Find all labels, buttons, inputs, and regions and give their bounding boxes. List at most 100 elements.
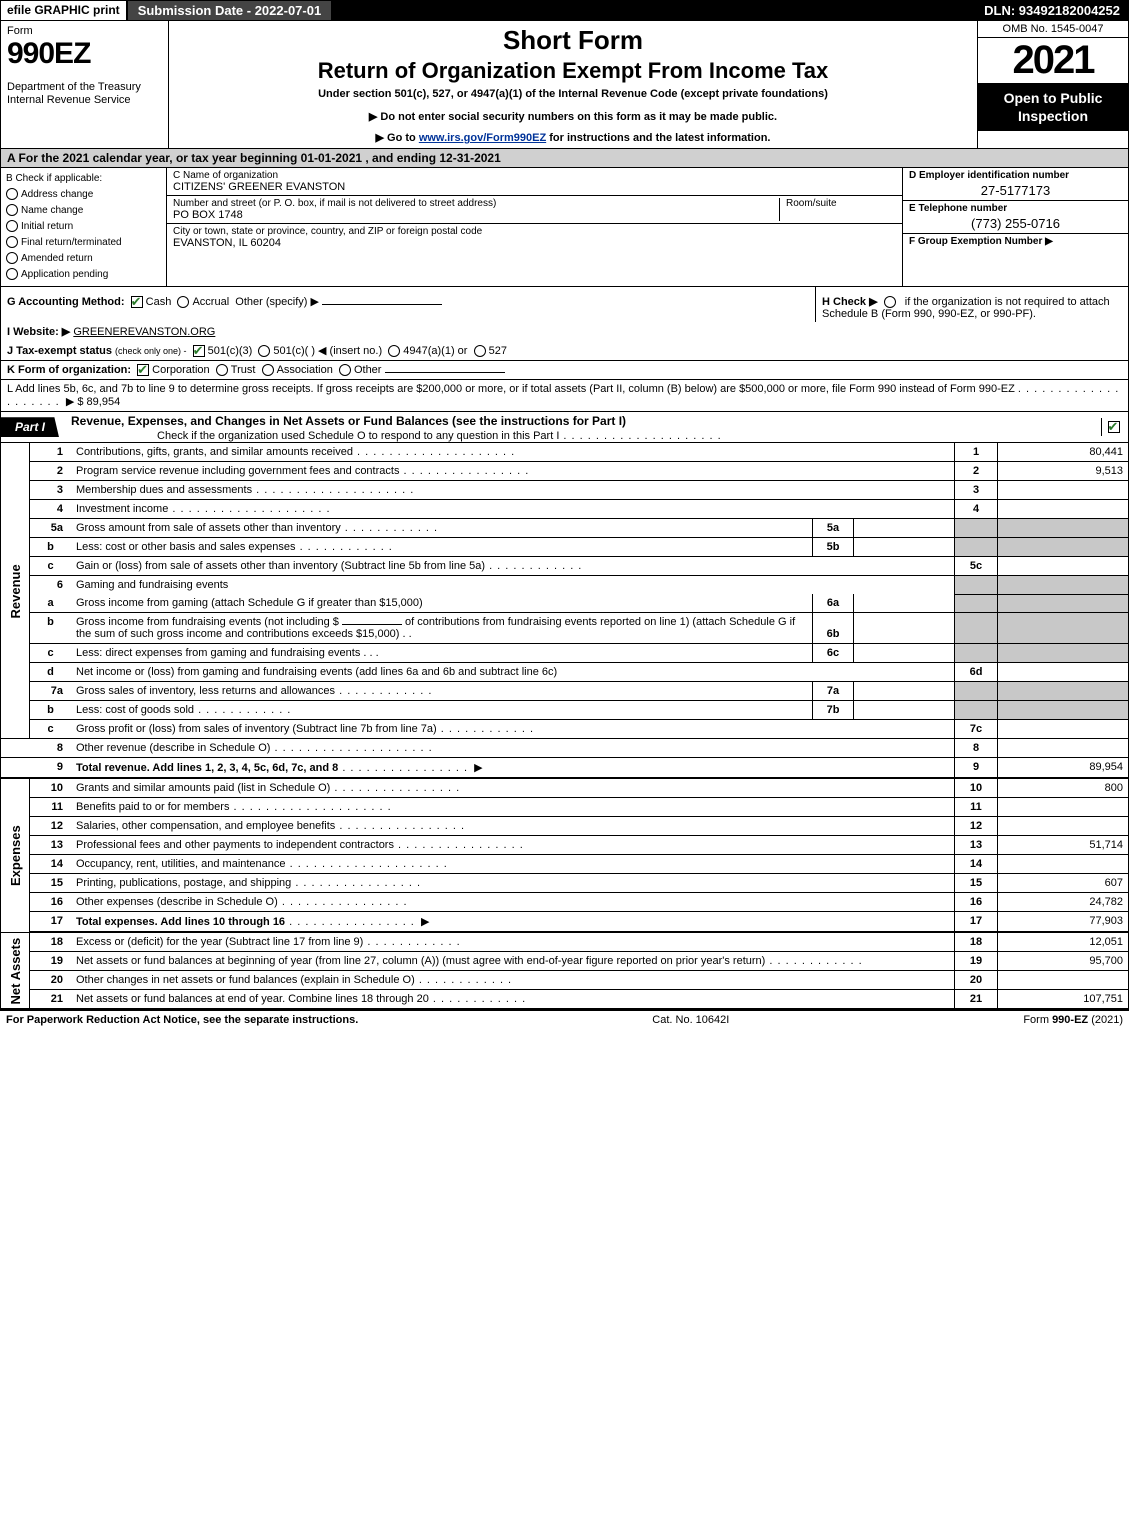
desc-2: Program service revenue including govern… bbox=[71, 462, 955, 481]
chk-corporation[interactable] bbox=[137, 364, 149, 376]
mv-6a bbox=[854, 594, 955, 613]
6b-amount-input[interactable] bbox=[342, 624, 402, 625]
col-6-grey bbox=[955, 576, 998, 595]
mv-7a bbox=[854, 682, 955, 701]
footer-cat: Cat. No. 10642I bbox=[652, 1014, 729, 1026]
val-6c-grey bbox=[998, 644, 1129, 663]
val-9: 89,954 bbox=[998, 758, 1129, 779]
ln-9: 9 bbox=[30, 758, 72, 779]
g-other-input[interactable] bbox=[322, 304, 442, 305]
chk-final-return[interactable]: Final return/terminated bbox=[6, 235, 161, 251]
chk-501c3[interactable] bbox=[193, 345, 205, 357]
under-section: Under section 501(c), 527, or 4947(a)(1)… bbox=[177, 88, 969, 100]
chk-accrual[interactable] bbox=[177, 296, 189, 308]
col-8: 8 bbox=[955, 739, 998, 758]
col-c-org-info: C Name of organization CITIZENS' GREENER… bbox=[167, 168, 903, 286]
k-other-input[interactable] bbox=[385, 372, 505, 373]
page-footer: For Paperwork Reduction Act Notice, see … bbox=[0, 1009, 1129, 1029]
submission-date: Submission Date - 2022-07-01 bbox=[128, 1, 334, 20]
desc-7c: Gross profit or (loss) from sales of inv… bbox=[71, 720, 955, 739]
desc-21: Net assets or fund balances at end of ye… bbox=[71, 990, 955, 1009]
chk-other-org[interactable] bbox=[339, 364, 351, 376]
part-1-title: Revenue, Expenses, and Changes in Net As… bbox=[67, 412, 1101, 430]
e-tel-value: (773) 255-0716 bbox=[909, 214, 1122, 231]
ln-16: 16 bbox=[30, 893, 72, 912]
desc-4: Investment income bbox=[71, 500, 955, 519]
i-label: I Website: ▶ bbox=[7, 326, 70, 338]
chk-trust[interactable] bbox=[216, 364, 228, 376]
chk-cash[interactable] bbox=[131, 296, 143, 308]
col-4: 4 bbox=[955, 500, 998, 519]
c-name-block: C Name of organization CITIZENS' GREENER… bbox=[167, 168, 902, 196]
c-city-label: City or town, state or province, country… bbox=[173, 226, 896, 237]
val-13: 51,714 bbox=[998, 836, 1129, 855]
revenue-side-label: Revenue bbox=[1, 443, 30, 739]
chk-initial-return[interactable]: Initial return bbox=[6, 219, 161, 235]
val-6d bbox=[998, 663, 1129, 682]
val-7c bbox=[998, 720, 1129, 739]
val-1: 80,441 bbox=[998, 443, 1129, 462]
chk-name-change[interactable]: Name change bbox=[6, 203, 161, 219]
val-17: 77,903 bbox=[998, 912, 1129, 933]
desc-5c: Gain or (loss) from sale of assets other… bbox=[71, 557, 955, 576]
val-19: 95,700 bbox=[998, 952, 1129, 971]
col-b-checkboxes: B Check if applicable: Address change Na… bbox=[1, 168, 167, 286]
form-number: 990EZ bbox=[7, 37, 162, 71]
part-1-checkbox[interactable] bbox=[1101, 418, 1128, 436]
val-5a-grey bbox=[998, 519, 1129, 538]
part-1-header: Part I Revenue, Expenses, and Changes in… bbox=[0, 412, 1129, 443]
l-text: L Add lines 5b, 6c, and 7b to line 9 to … bbox=[7, 383, 1015, 395]
goto-line: ▶ Go to www.irs.gov/Form990EZ for instru… bbox=[177, 131, 969, 144]
website-link[interactable]: GREENEREVANSTON.ORG bbox=[73, 326, 215, 338]
efile-label[interactable]: efile GRAPHIC print bbox=[1, 1, 128, 20]
desc-1: Contributions, gifts, grants, and simila… bbox=[71, 443, 955, 462]
c-city-block: City or town, state or province, country… bbox=[167, 224, 902, 251]
chk-application-pending[interactable]: Application pending bbox=[6, 267, 161, 283]
val-5b-grey bbox=[998, 538, 1129, 557]
g-label: G Accounting Method: bbox=[7, 296, 125, 308]
ln-7b: b bbox=[30, 701, 72, 720]
desc-11: Benefits paid to or for members bbox=[71, 798, 955, 817]
goto-link[interactable]: www.irs.gov/Form990EZ bbox=[419, 132, 546, 144]
goto-pre: ▶ Go to bbox=[376, 132, 419, 144]
do-not-enter: ▶ Do not enter social security numbers o… bbox=[177, 110, 969, 123]
val-11 bbox=[998, 798, 1129, 817]
mc-5b: 5b bbox=[813, 538, 854, 557]
chk-schedule-b[interactable] bbox=[884, 296, 896, 308]
header-right: OMB No. 1545-0047 2021 Open to Public In… bbox=[978, 21, 1128, 148]
h-label: H Check ▶ bbox=[822, 296, 878, 308]
e-tel-label: E Telephone number bbox=[909, 203, 1122, 214]
ln-12: 12 bbox=[30, 817, 72, 836]
chk-4947a1[interactable] bbox=[388, 345, 400, 357]
val-15: 607 bbox=[998, 874, 1129, 893]
c-addr-label: Number and street (or P. O. box, if mail… bbox=[173, 198, 773, 209]
ln-6d: d bbox=[30, 663, 72, 682]
c-room-label: Room/suite bbox=[786, 198, 896, 209]
chk-527[interactable] bbox=[474, 345, 486, 357]
c-name-label: C Name of organization bbox=[173, 170, 896, 181]
desc-19: Net assets or fund balances at beginning… bbox=[71, 952, 955, 971]
desc-6: Gaming and fundraising events bbox=[71, 576, 955, 595]
desc-18: Excess or (deficit) for the year (Subtra… bbox=[71, 933, 955, 952]
form-word: Form bbox=[7, 25, 162, 37]
chk-address-change[interactable]: Address change bbox=[6, 187, 161, 203]
col-12: 12 bbox=[955, 817, 998, 836]
col-9: 9 bbox=[955, 758, 998, 779]
part-1-sub: Check if the organization used Schedule … bbox=[67, 430, 1101, 442]
chk-amended-return[interactable]: Amended return bbox=[6, 251, 161, 267]
expenses-side-label: Expenses bbox=[1, 779, 30, 932]
chk-501c[interactable] bbox=[258, 345, 270, 357]
desc-6a: Gross income from gaming (attach Schedul… bbox=[71, 594, 813, 613]
col-5b-grey bbox=[955, 538, 998, 557]
col-3: 3 bbox=[955, 481, 998, 500]
desc-6c: Less: direct expenses from gaming and fu… bbox=[71, 644, 813, 663]
val-14 bbox=[998, 855, 1129, 874]
dots-icon bbox=[559, 430, 721, 442]
blank-side bbox=[1, 739, 30, 758]
chk-association[interactable] bbox=[262, 364, 274, 376]
mv-6c bbox=[854, 644, 955, 663]
f-group-block: F Group Exemption Number ▶ bbox=[903, 234, 1128, 249]
ln-20: 20 bbox=[30, 971, 72, 990]
val-16: 24,782 bbox=[998, 893, 1129, 912]
desc-3: Membership dues and assessments bbox=[71, 481, 955, 500]
